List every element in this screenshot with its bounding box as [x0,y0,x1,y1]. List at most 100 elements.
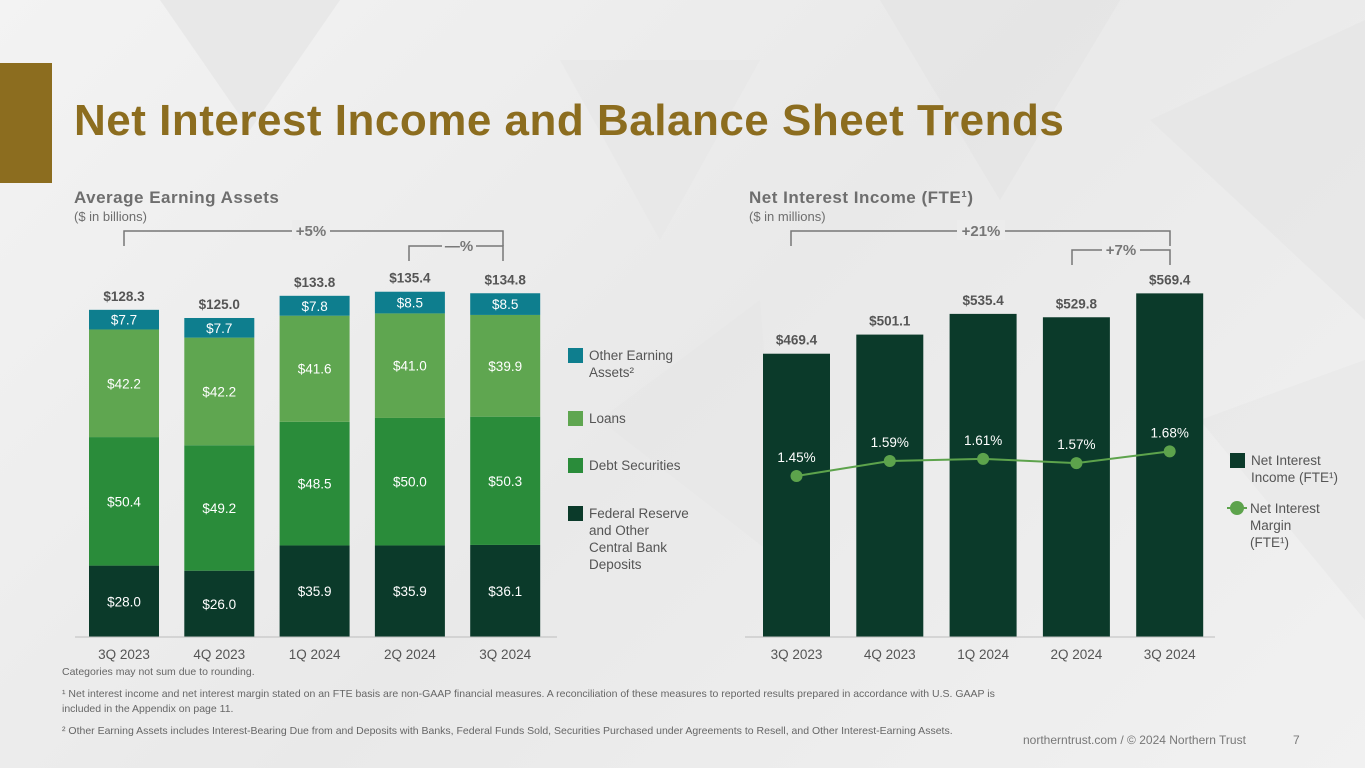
legend-swatch [568,458,583,473]
bar-segment [89,437,159,566]
segment-label: $50.3 [488,474,522,489]
bar-segment [279,545,350,637]
value-label: $535.4 [962,293,1004,308]
margin-label: 1.61% [964,433,1002,448]
bar-segment [279,295,350,316]
value-label: $569.4 [1149,272,1191,287]
growth-label-recent: +7% [1106,242,1136,259]
margin-point [883,455,896,468]
accent-bar [0,63,52,183]
bar-segment [374,545,445,637]
total-label: $133.8 [294,275,336,290]
legend-label: Loans [589,411,626,426]
segment-label: $8.5 [397,296,423,311]
margin-label: 1.57% [1057,437,1095,452]
segment-label: $35.9 [298,584,332,599]
bar-segment [470,416,541,545]
segment-label: $35.9 [393,584,427,599]
footnote-2: ² Other Earning Assets includes Interest… [62,725,953,737]
margin-point [1163,445,1176,458]
segment-label: $41.0 [393,359,427,374]
x-tick-label: 2Q 2024 [1051,647,1103,662]
bar-segment [89,309,159,330]
x-tick-label: 3Q 2024 [479,647,531,662]
bar-segment [470,544,541,637]
total-label: $128.3 [103,289,145,304]
segment-label: $41.6 [298,362,332,377]
legend-other-earning-assets: Other Earning Assets² [568,347,673,381]
legend-label: Debt Securities [589,458,681,473]
growth-label-bg [957,220,1005,240]
x-tick-label: 1Q 2024 [957,647,1009,662]
legend-loans: Loans [568,410,626,427]
segment-label: $42.2 [202,384,236,399]
legend-federal-reserve: Federal Reserve and Other Central Bank D… [568,505,689,573]
footnote-1: ¹ Net interest income and net interest m… [62,688,995,715]
x-tick-label: 3Q 2024 [1144,647,1196,662]
left-chart-title: Average Earning Assets [74,188,280,207]
segment-label: $7.7 [206,321,232,336]
legend-debt-securities: Debt Securities [568,457,681,474]
bar [763,353,830,637]
total-label: $135.4 [389,271,431,286]
bar-segment [279,421,350,546]
segment-label: $36.1 [488,584,522,599]
growth-label-bg [442,235,476,255]
x-tick-label: 3Q 2023 [771,647,823,662]
bar-segment [184,317,255,338]
legend-label: Other Earning Assets² [589,348,674,380]
total-label: $125.0 [199,297,240,312]
x-tick-label: 4Q 2023 [864,647,916,662]
x-tick-label: 4Q 2023 [193,647,245,662]
bar [1136,293,1204,637]
bar-segment [184,445,255,571]
right-chart-title: Net Interest Income (FTE¹) [749,188,974,207]
page-number: 7 [1293,733,1300,747]
segment-label: $50.4 [107,494,141,509]
margin-label: 1.68% [1151,425,1189,440]
legend-net-interest-income: Net Interest Income (FTE¹) [1230,452,1338,486]
growth-label-overall: +21% [962,223,1001,240]
legend-label: Federal Reserve and Other Central Bank D… [589,506,689,572]
bar [949,313,1017,637]
left-chart-unit: ($ in billions) [74,209,147,224]
margin-label: 1.45% [777,450,815,465]
value-label: $529.8 [1056,296,1098,311]
footer-copyright: northerntrust.com / © 2024 Northern Trus… [1023,733,1246,747]
bar-segment [184,570,255,637]
legend-swatch [568,411,583,426]
page-title: Net Interest Income and Balance Sheet Tr… [74,96,1065,145]
bar-segment [184,337,255,446]
segment-label: $48.5 [298,477,332,492]
segment-label: $8.5 [492,297,518,312]
legend-swatch [568,348,583,363]
bar-segment [374,417,445,546]
value-label: $469.4 [776,333,818,348]
growth-label-bg [292,220,330,240]
x-tick-label: 1Q 2024 [289,647,341,662]
segment-label: $49.2 [202,501,236,516]
rounding-note: Categories may not sum due to rounding. [62,666,255,678]
bar-segment [374,313,445,418]
legend-marker [1227,501,1247,515]
margin-point [1070,457,1083,470]
bar [856,334,924,637]
bar-segment [470,293,541,315]
right-chart-unit: ($ in millions) [749,209,826,224]
legend-swatch [1230,453,1245,468]
growth-label-overall: +5% [296,223,326,240]
segment-label: $39.9 [488,359,522,374]
average-earning-assets-chart: +5% —% $28.0 $50.4 $42.2 $7.7 $128.3 $26.0 $49… [75,220,557,662]
segment-label: $7.7 [111,313,137,328]
segment-label: $50.0 [393,475,427,490]
segment-label: $42.2 [107,376,141,391]
legend-net-interest-margin: Net Interest Margin (FTE¹) [1227,500,1320,551]
bar-segment [279,315,350,422]
growth-label-recent: —% [445,238,473,255]
x-tick-label: 2Q 2024 [384,647,436,662]
bar-segment [89,329,159,438]
total-label: $134.8 [485,272,527,287]
segment-label: $26.0 [202,597,236,612]
margin-point [977,452,990,465]
